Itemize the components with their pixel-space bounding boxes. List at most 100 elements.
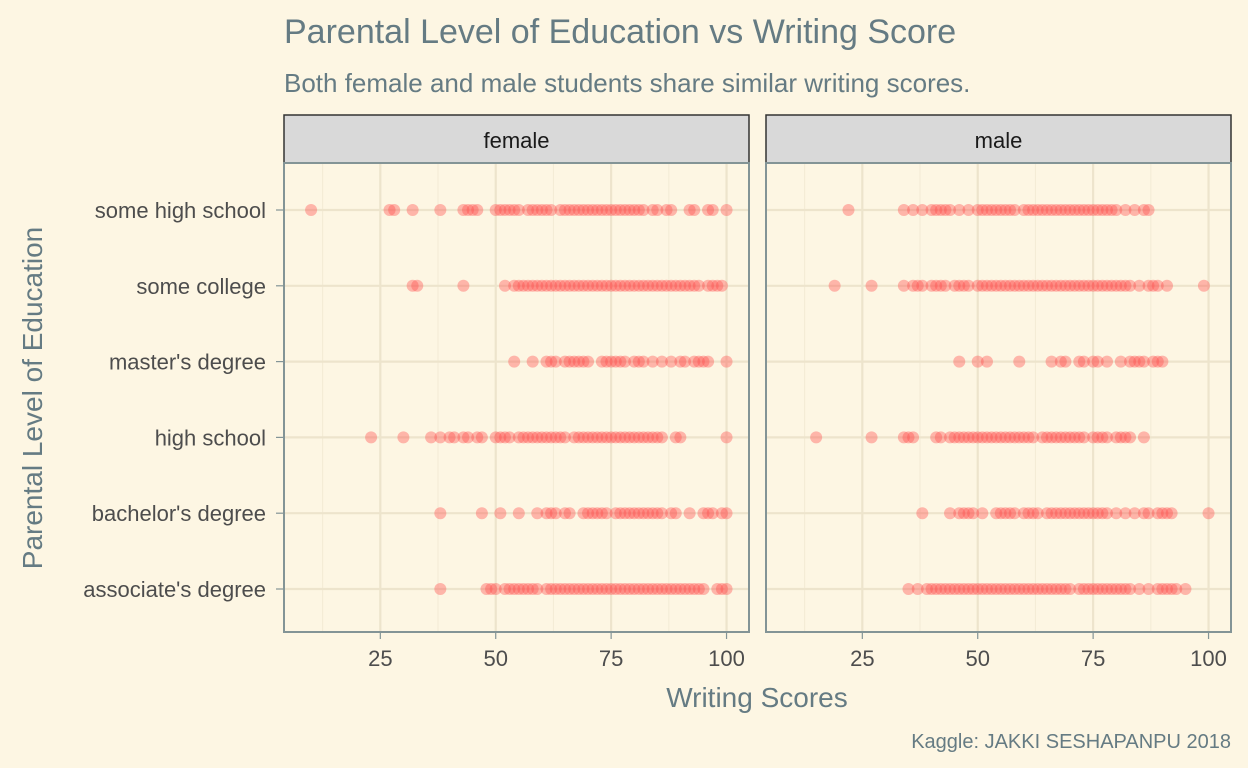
data-point (1036, 583, 1049, 595)
data-point (443, 431, 456, 444)
data-point (1017, 279, 1030, 292)
data-point (586, 507, 599, 520)
data-point (522, 583, 535, 595)
data-point (1124, 431, 1137, 444)
data-point (494, 507, 507, 520)
data-point (1004, 204, 1017, 216)
data-point (531, 204, 544, 216)
data-point (1147, 279, 1160, 292)
data-point (494, 204, 507, 216)
data-point (526, 431, 539, 444)
data-point (655, 583, 668, 595)
data-point (1151, 279, 1164, 292)
data-point (1096, 583, 1109, 595)
data-point (485, 583, 498, 595)
data-point (466, 204, 479, 216)
data-point (715, 507, 728, 520)
data-point (609, 279, 622, 292)
data-point (1045, 279, 1058, 292)
data-point (1050, 431, 1063, 444)
data-point (678, 279, 691, 292)
data-point (1045, 355, 1058, 368)
data-point (1110, 431, 1123, 444)
data-point (1064, 204, 1077, 216)
data-point (475, 507, 488, 520)
data-point (962, 583, 975, 595)
data-point (1040, 431, 1053, 444)
data-point (517, 583, 530, 595)
data-point (669, 583, 682, 595)
data-point (558, 279, 571, 292)
data-point (1100, 583, 1113, 595)
data-point (1179, 583, 1192, 595)
data-point (646, 279, 659, 292)
data-point (957, 583, 970, 595)
data-point (948, 431, 961, 444)
data-point (512, 279, 525, 292)
data-point (1059, 507, 1072, 520)
data-point (618, 204, 631, 216)
data-point (1045, 583, 1058, 595)
data-point (962, 431, 975, 444)
data-point (1156, 507, 1169, 520)
data-point (1091, 279, 1104, 292)
data-point (582, 204, 595, 216)
data-point (522, 431, 535, 444)
data-point (1013, 355, 1026, 368)
data-point (1091, 204, 1104, 216)
data-point (618, 507, 631, 520)
data-point (985, 431, 998, 444)
data-point (1077, 431, 1090, 444)
data-point (990, 431, 1003, 444)
data-point (609, 431, 622, 444)
data-point (1045, 204, 1058, 216)
data-point (582, 583, 595, 595)
data-point (628, 507, 641, 520)
data-point (563, 279, 576, 292)
data-point (665, 507, 678, 520)
data-point (512, 431, 525, 444)
data-point (1114, 355, 1127, 368)
data-point (971, 583, 984, 595)
data-point (948, 279, 961, 292)
data-point (665, 204, 678, 216)
data-point (1022, 279, 1035, 292)
data-point (1137, 431, 1150, 444)
data-point (1036, 431, 1049, 444)
data-point (1142, 279, 1155, 292)
data-point (577, 583, 590, 595)
data-point (1077, 355, 1090, 368)
data-point (614, 204, 627, 216)
data-point (1137, 355, 1150, 368)
y-axis-tick-labels: some high school some college master's deg… (83, 198, 284, 602)
data-point (1073, 507, 1086, 520)
data-point (907, 279, 920, 292)
data-point (939, 583, 952, 595)
data-point (1064, 279, 1077, 292)
data-point (1165, 507, 1178, 520)
data-point (540, 204, 553, 216)
data-point (605, 431, 618, 444)
data-point (865, 279, 878, 292)
data-point (383, 204, 396, 216)
data-point (1022, 507, 1035, 520)
data-point (480, 583, 493, 595)
data-point (586, 583, 599, 595)
data-point (902, 431, 915, 444)
data-point (591, 583, 604, 595)
data-point (305, 204, 318, 216)
data-point (976, 507, 989, 520)
data-point (999, 583, 1012, 595)
data-point (582, 355, 595, 368)
data-point (632, 355, 645, 368)
data-point (646, 355, 659, 368)
data-point (976, 583, 989, 595)
data-point (540, 507, 553, 520)
data-point (595, 355, 608, 368)
data-point (1059, 431, 1072, 444)
data-point (655, 507, 668, 520)
data-point (448, 431, 461, 444)
data-point (1059, 204, 1072, 216)
data-point (692, 279, 705, 292)
data-point (1133, 583, 1146, 595)
